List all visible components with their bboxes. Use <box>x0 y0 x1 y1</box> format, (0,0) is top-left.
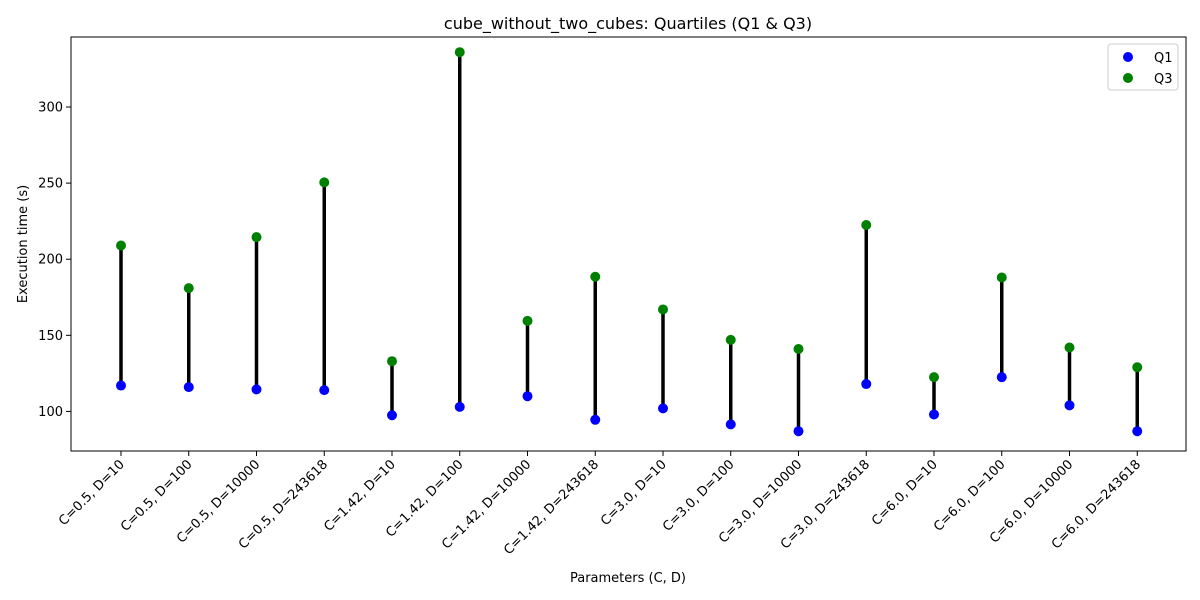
q3-point <box>590 271 601 282</box>
q3-point <box>116 240 126 251</box>
legend-q3-label: Q3 <box>1154 72 1173 87</box>
q3-point <box>251 232 262 243</box>
chart-title: cube_without_two_cubes: Quartiles (Q1 & … <box>444 14 812 34</box>
y-tick-label: 200 <box>38 253 63 268</box>
q1-point <box>251 384 262 395</box>
q3-point <box>454 47 465 58</box>
q1-point <box>1064 400 1075 411</box>
q1-point <box>522 391 533 402</box>
x-tick-label: C=0.5, D=100 <box>118 457 196 535</box>
q3-point <box>996 272 1007 283</box>
q3-point <box>319 177 330 188</box>
x-tick-label: C=3.0, D=100 <box>660 457 738 535</box>
q3-point <box>658 304 668 315</box>
q3-point <box>1064 342 1075 353</box>
q1-point <box>658 403 668 414</box>
legend-q1-label: Q1 <box>1154 51 1173 66</box>
y-axis-label: Execution time (s) <box>16 185 31 303</box>
y-tick-label: 300 <box>38 101 63 116</box>
q1-point <box>793 426 804 437</box>
q1-point <box>116 380 126 391</box>
q1-point <box>319 385 330 396</box>
x-axis-label: Parameters (C, D) <box>570 571 686 586</box>
q3-point <box>183 283 194 294</box>
data-markers <box>116 47 1143 437</box>
y-axis: 100 150 200 250 300 <box>38 101 71 420</box>
legend-q3-marker <box>1123 73 1133 83</box>
q1-point <box>725 419 736 430</box>
q3-point <box>793 344 804 355</box>
q1-point <box>996 372 1007 383</box>
q1-point <box>183 382 194 393</box>
x-tick-label: C=0.5, D=10 <box>56 457 128 529</box>
plot-area <box>70 36 1187 452</box>
x-tick-label: C=6.0, D=100 <box>931 457 1009 535</box>
q3-point <box>1132 362 1143 373</box>
y-tick-label: 150 <box>38 329 63 344</box>
legend: Q1 Q3 <box>1107 43 1179 91</box>
x-tick-label: C=3.0, D=10 <box>598 457 670 529</box>
q3-point <box>387 356 397 367</box>
range-lines <box>119 52 1139 432</box>
y-tick-label: 100 <box>38 405 63 420</box>
q1-point <box>590 414 601 425</box>
q1-point <box>929 409 939 420</box>
q3-point <box>929 372 939 383</box>
y-tick-label: 250 <box>38 177 63 192</box>
q1-point <box>861 379 872 390</box>
q1-point <box>1132 426 1143 437</box>
q3-point <box>861 219 872 230</box>
x-tick-label: C=6.0, D=10 <box>869 457 941 529</box>
q1-point <box>387 410 397 421</box>
q3-point <box>522 315 533 326</box>
x-tick-label: C=1.42, D=10 <box>321 457 399 535</box>
q3-point <box>725 334 736 345</box>
legend-q1-marker <box>1123 52 1133 62</box>
q1-point <box>454 401 465 412</box>
